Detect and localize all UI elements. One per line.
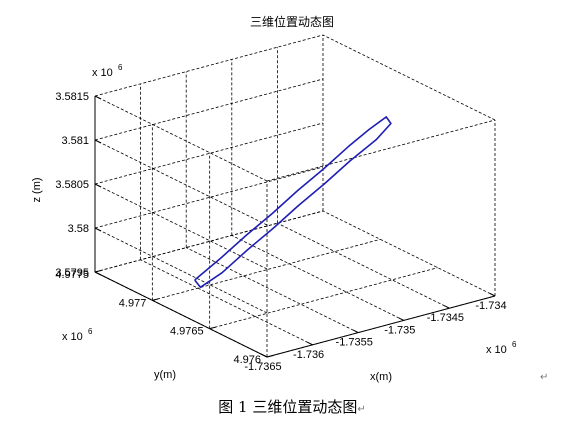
y-tick-label-2: 4.977 (119, 297, 147, 309)
x-tick-label-4: -1.7345 (427, 312, 464, 324)
z-axis-label: z (m) (31, 177, 43, 202)
grid-line-floor-x-5 (322, 210, 496, 297)
y-axis-line (94, 271, 268, 358)
series-line-0 (194, 116, 392, 289)
y-axis-label: y(m) (154, 369, 176, 381)
x-axis-line (266, 295, 496, 358)
z-tick-2 (94, 183, 102, 188)
grid-line-backwall-z-3 (94, 78, 324, 141)
grid-line-floor-y-1 (209, 267, 438, 330)
y-tick-label-3: 4.9775 (55, 269, 89, 281)
grid-line-sidewall-z-1 (94, 227, 268, 314)
grid-layer (94, 34, 496, 358)
x-axis-label: x(m) (370, 371, 392, 383)
y-multiplier-base: x 10 (62, 331, 83, 343)
grid-line-floor-x-1 (140, 259, 313, 346)
axis-layer (94, 95, 496, 358)
z-tick-3 (94, 139, 102, 144)
grid-line-sidewall-z-4 (94, 95, 268, 182)
z-multiplier-base: x 10 (92, 67, 113, 79)
x-tick-label-3: -1.735 (384, 324, 415, 336)
z-tick-0 (94, 271, 102, 276)
z-tick-label-3: 3.581 (61, 135, 89, 147)
x-multiplier-base: x 10 (486, 344, 507, 356)
figure-caption-text: 图 1 三维位置动态图 (218, 398, 358, 416)
grid-line-sidewall-z-2 (94, 183, 268, 270)
grid-line-floor-x-2 (186, 247, 359, 333)
x-tick-label-1: -1.736 (293, 349, 324, 361)
grid-line-floor-y-2 (152, 238, 381, 301)
y-tick-0 (266, 355, 274, 358)
y-tick-label-1: 4.9765 (170, 326, 204, 338)
caption-paragraph-mark: ↵ (357, 404, 366, 415)
label-layer: -1.7365 -1.736 -1.7355 -1.735 -1.7345 -1.734 4… (31, 14, 517, 383)
series-layer (194, 116, 392, 289)
x-tick-label-2: -1.7355 (336, 337, 373, 349)
z-tick-label-2: 3.5805 (55, 179, 89, 191)
figure-caption: 图 1 三维位置动态图↵ (0, 396, 584, 417)
chart-title: 三维位置动态图 (250, 14, 334, 29)
z-tick-1 (94, 227, 102, 232)
x-tick-2 (352, 329, 359, 334)
grid-line-backwall-z-2 (94, 122, 324, 185)
x-tick-label-5: -1.734 (475, 300, 506, 312)
x-tick-label-0: -1.7365 (244, 361, 281, 373)
grid-line-sidewall-z-3 (94, 139, 268, 226)
grid-line-floor-y-3 (94, 210, 324, 273)
z-multiplier-exponent: 6 (118, 63, 123, 72)
z-tick-label-0: 3.5795 (55, 267, 89, 279)
y-tick-label-0: 4.976 (233, 354, 261, 366)
x-tick-5 (489, 293, 496, 297)
z-tick-4 (94, 95, 102, 100)
z-tick-label-1: 3.58 (68, 223, 89, 235)
z-tick-label-4: 3.5815 (55, 91, 89, 103)
box-edge-top-right (322, 34, 496, 121)
x-tick-3 (398, 317, 405, 321)
y-tick-1 (209, 326, 216, 330)
y-multiplier-exponent: 6 (88, 327, 93, 336)
x-multiplier-exponent: 6 (512, 340, 517, 349)
grid-line-backwall-z-1 (94, 166, 324, 229)
grid-line-floor-x-4 (277, 222, 450, 309)
grid-line-floor-x-3 (231, 235, 404, 321)
y-tick-2 (152, 298, 159, 301)
grid-line-backwall-z-4 (94, 34, 324, 97)
y-tick-3 (94, 270, 102, 273)
x-tick-1 (307, 341, 313, 346)
x-tick-0 (261, 354, 268, 358)
box-edge-top-front (266, 119, 496, 182)
paragraph-mark: ↵ (540, 372, 549, 383)
x-tick-4 (444, 305, 450, 309)
